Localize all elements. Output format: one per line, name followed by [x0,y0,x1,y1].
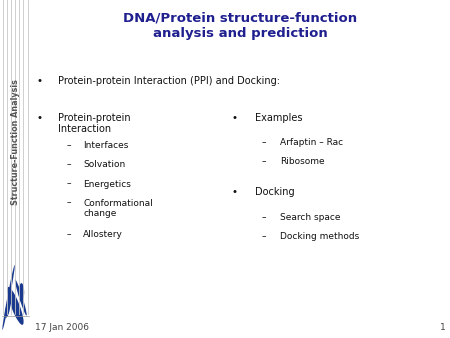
Text: Conformational
change: Conformational change [83,198,153,218]
Text: Docking: Docking [255,188,295,197]
Text: Examples: Examples [255,113,302,123]
Text: Docking methods: Docking methods [280,232,360,241]
Text: Protein-protein
Interaction: Protein-protein Interaction [58,113,130,135]
Ellipse shape [2,265,15,330]
Ellipse shape [15,279,27,316]
Text: Energetics: Energetics [83,179,131,189]
Text: •: • [37,76,43,86]
Text: –: – [261,157,266,166]
Text: –: – [66,141,71,150]
Text: –: – [66,231,71,239]
Text: 1: 1 [440,322,446,332]
Text: •: • [232,188,238,197]
Text: Solvation: Solvation [83,161,125,169]
Text: •: • [232,113,238,123]
Text: Allostery: Allostery [83,231,123,239]
Text: –: – [261,232,266,241]
Text: –: – [66,179,71,189]
Text: Search space: Search space [280,213,341,222]
Text: Arfaptin – Rac: Arfaptin – Rac [280,138,343,147]
Text: DNA/Protein structure-function
analysis and prediction: DNA/Protein structure-function analysis … [123,11,357,40]
Text: Structure-Function Analysis: Structure-Function Analysis [11,79,20,205]
Text: –: – [261,213,266,222]
Text: Protein-protein Interaction (PPI) and Docking:: Protein-protein Interaction (PPI) and Do… [58,76,280,86]
Text: •: • [37,113,43,123]
Text: Interfaces: Interfaces [83,141,128,150]
Text: 17 Jan 2006: 17 Jan 2006 [35,322,89,332]
Text: –: – [261,138,266,147]
Text: –: – [66,161,71,169]
Text: –: – [66,198,71,208]
Ellipse shape [5,301,10,318]
Ellipse shape [7,287,23,325]
Ellipse shape [18,283,24,301]
Text: Ribosome: Ribosome [280,157,325,166]
